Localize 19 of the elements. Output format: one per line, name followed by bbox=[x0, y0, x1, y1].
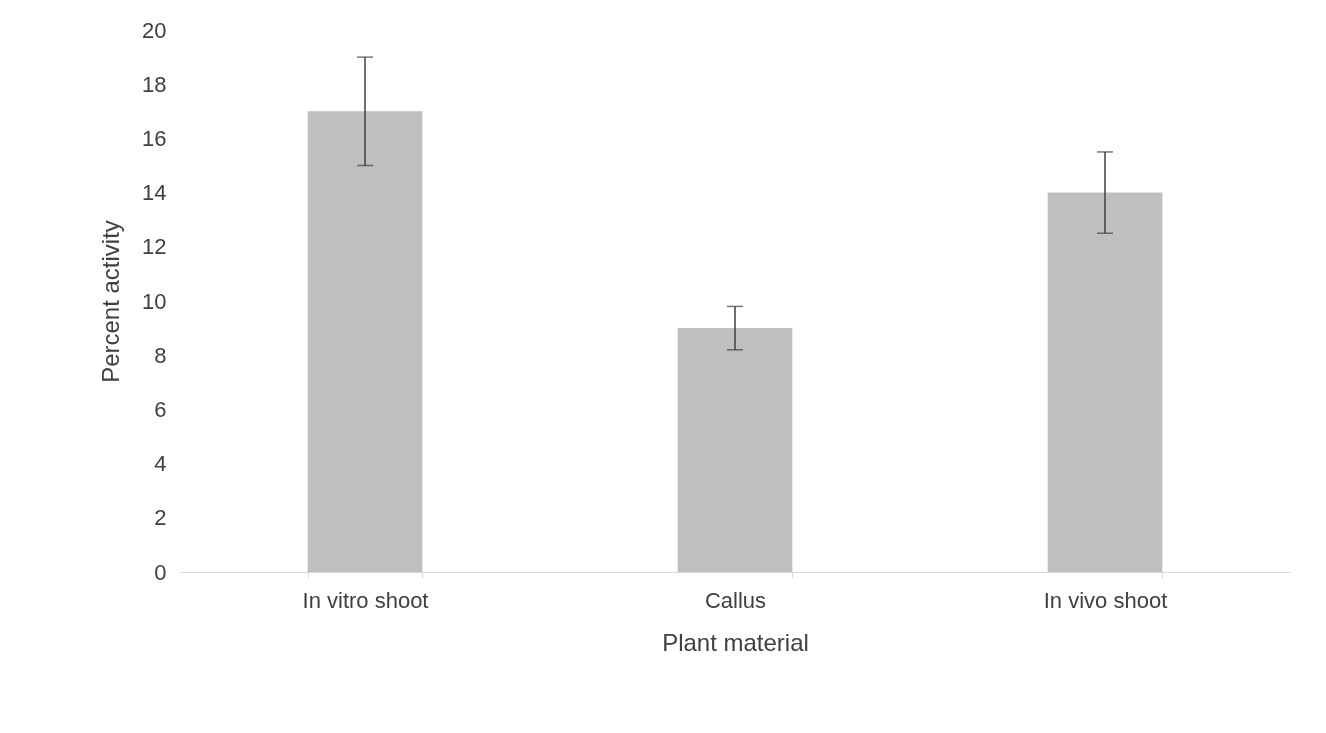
y-tick-label: 4 bbox=[154, 451, 167, 477]
y-axis-title: Percent activity bbox=[97, 220, 125, 383]
bar bbox=[307, 111, 423, 572]
y-tick-label: 20 bbox=[142, 17, 167, 43]
y-tick-label: 6 bbox=[154, 396, 167, 422]
y-tick-label: 12 bbox=[142, 234, 167, 260]
y-tick-label: 14 bbox=[142, 180, 167, 206]
x-tick-label: Callus bbox=[704, 587, 767, 613]
y-tick-label: 10 bbox=[142, 288, 167, 314]
x-tick-label: In vitro shoot bbox=[302, 587, 429, 613]
y-tick-label: 2 bbox=[154, 505, 167, 531]
x-axis-title: Plant material bbox=[662, 628, 809, 656]
bar bbox=[677, 328, 793, 572]
y-tick-label: 16 bbox=[142, 125, 167, 151]
y-tick-label: 8 bbox=[154, 342, 167, 368]
y-tick-label: 18 bbox=[142, 71, 167, 97]
y-tick-label: 0 bbox=[154, 559, 167, 585]
x-tick-label: In vivo shoot bbox=[1043, 587, 1168, 613]
bar bbox=[1047, 192, 1163, 572]
